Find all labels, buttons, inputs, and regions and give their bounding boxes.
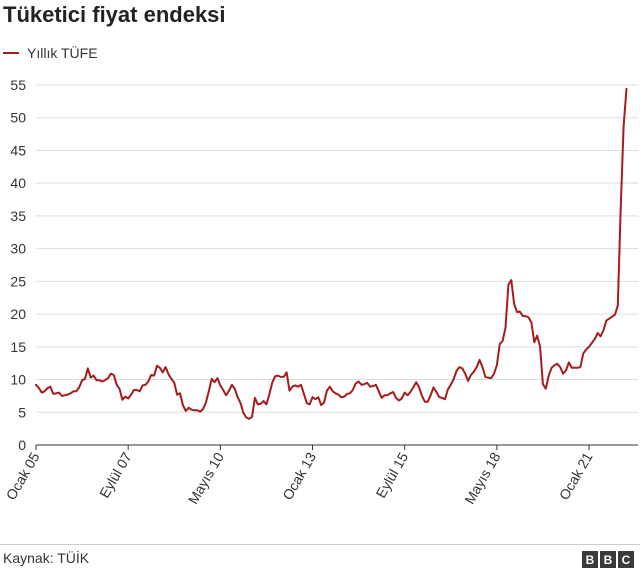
y-tick-label: 55: [10, 77, 26, 93]
legend-label: Yıllık TÜFE: [27, 45, 98, 61]
y-tick-label: 15: [10, 339, 26, 355]
source-note: Kaynak: TÜİK: [3, 550, 90, 566]
x-tick-label: Mayıs 18: [461, 449, 503, 506]
y-tick-label: 20: [10, 306, 26, 322]
y-tick-label: 35: [10, 208, 26, 224]
series-line: [35, 87, 628, 420]
y-tick-label: 5: [18, 404, 26, 420]
logo-letter: B: [582, 551, 598, 568]
y-tick-label: 45: [10, 142, 26, 158]
x-tick-label: Mayıs 10: [185, 449, 227, 506]
legend-swatch: [3, 52, 19, 54]
series-layer: [35, 87, 628, 420]
logo-letter: C: [618, 551, 634, 568]
y-tick-label: 10: [10, 372, 26, 388]
y-tick-label: 40: [10, 175, 26, 191]
legend: Yıllık TÜFE: [3, 44, 98, 62]
y-tick-label: 0: [18, 437, 26, 453]
y-axis-ticks: 0 5 10 15 20 25 30 35 40 45 50 55: [10, 77, 26, 453]
y-tick-label: 50: [10, 110, 26, 126]
y-tick-label: 25: [10, 273, 26, 289]
y-tick-label: 30: [10, 241, 26, 257]
chart-title: Tüketici fiyat endeksi: [3, 2, 226, 27]
x-axis-ticks: Ocak 05 Eylül 07 Mayıs 10 Ocak 13 Eylül 15 Ma…: [3, 445, 596, 507]
grid-lines: [36, 84, 638, 446]
x-tick-label: Ocak 05: [3, 449, 43, 502]
line-chart: 0 5 10 15 20 25 30 35 40 45 50 55 Ocak 05 Eylül 07 Ma…: [3, 77, 638, 507]
x-tick-label: Ocak 13: [279, 449, 319, 502]
x-tick-label: Eylül 07: [96, 449, 135, 500]
bbc-logo: B B C: [582, 551, 634, 568]
footer-divider: [0, 544, 640, 545]
x-tick-label: Eylül 15: [373, 449, 412, 500]
logo-letter: B: [600, 551, 616, 568]
x-tick-label: Ocak 21: [556, 449, 596, 502]
